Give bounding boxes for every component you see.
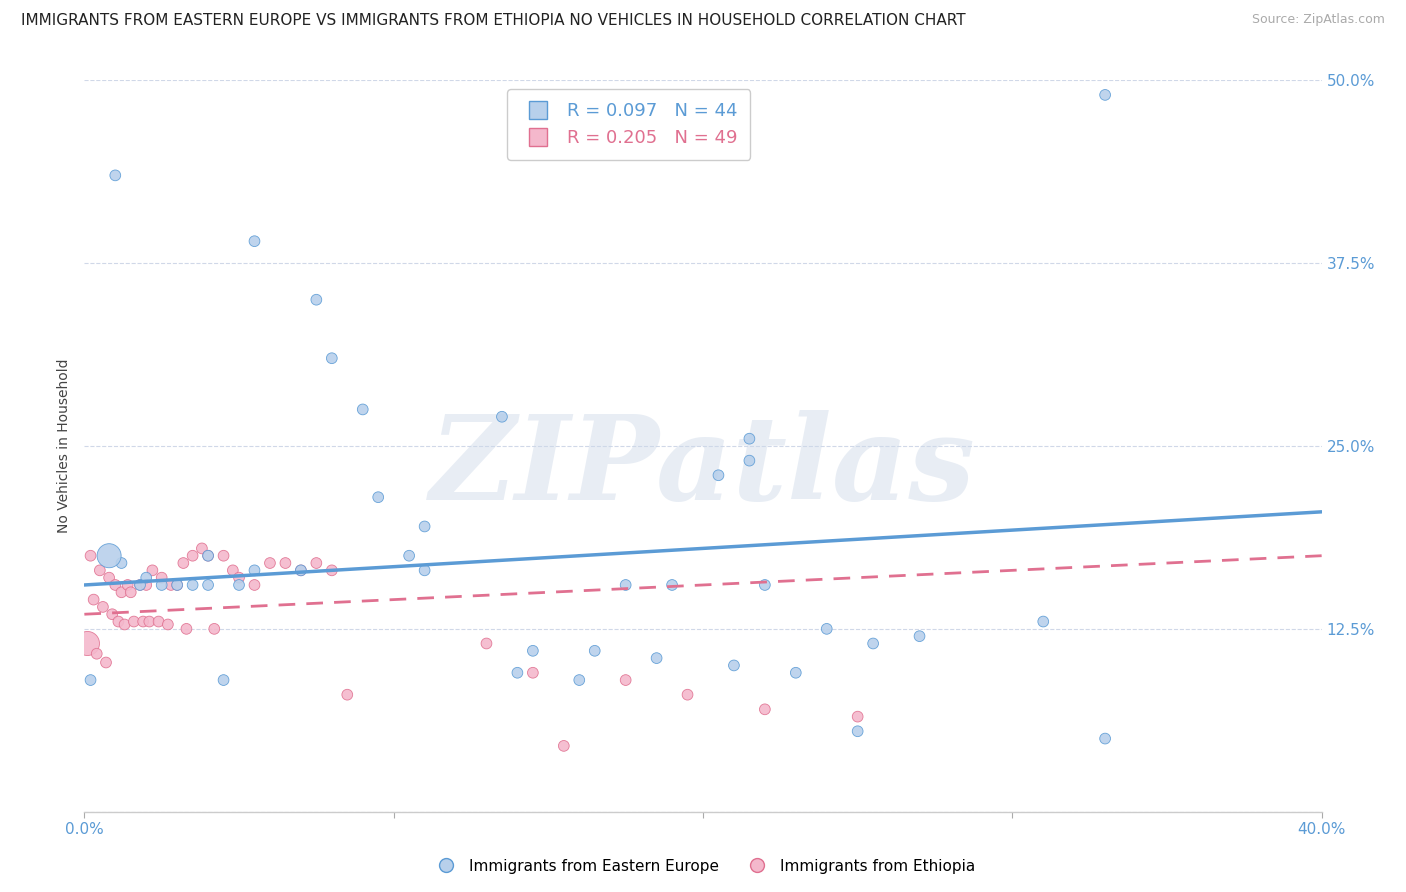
Point <box>212 549 235 563</box>
Point <box>181 549 204 563</box>
Point <box>506 665 529 680</box>
Point <box>367 490 389 504</box>
Text: ZIPatlas: ZIPatlas <box>430 410 976 525</box>
Point <box>228 571 250 585</box>
Point <box>321 563 343 577</box>
Point <box>104 169 127 183</box>
Point <box>150 578 173 592</box>
Point <box>132 615 155 629</box>
Point <box>1094 731 1116 746</box>
Legend: Immigrants from Eastern Europe, Immigrants from Ethiopia: Immigrants from Eastern Europe, Immigran… <box>425 853 981 880</box>
Point <box>110 556 132 570</box>
Point <box>815 622 838 636</box>
Point <box>290 563 312 577</box>
Point <box>86 647 108 661</box>
Point <box>117 578 139 592</box>
Point <box>398 549 420 563</box>
Point <box>197 549 219 563</box>
Point <box>243 578 266 592</box>
Point <box>202 622 225 636</box>
Point <box>321 351 343 366</box>
Point <box>336 688 359 702</box>
Point <box>129 578 152 592</box>
Point <box>107 615 129 629</box>
Legend: R = 0.097   N = 44, R = 0.205   N = 49: R = 0.097 N = 44, R = 0.205 N = 49 <box>508 89 751 160</box>
Point <box>76 636 98 650</box>
Point <box>568 673 591 687</box>
Point <box>166 578 188 592</box>
Point <box>79 549 101 563</box>
Point <box>846 724 869 739</box>
Point <box>98 571 121 585</box>
Point <box>120 585 142 599</box>
Point <box>150 571 173 585</box>
Point <box>114 617 136 632</box>
Point <box>707 468 730 483</box>
Point <box>846 709 869 723</box>
Point <box>738 453 761 467</box>
Point <box>160 578 183 592</box>
Point <box>908 629 931 643</box>
Point <box>754 578 776 592</box>
Y-axis label: No Vehicles in Household: No Vehicles in Household <box>58 359 72 533</box>
Point <box>259 556 281 570</box>
Point <box>98 549 121 563</box>
Point <box>212 673 235 687</box>
Point <box>305 556 328 570</box>
Point <box>129 578 152 592</box>
Point <box>413 563 436 577</box>
Point <box>222 563 245 577</box>
Point <box>491 409 513 424</box>
Point <box>135 578 157 592</box>
Point <box>645 651 668 665</box>
Point <box>197 549 219 563</box>
Point <box>738 432 761 446</box>
Point <box>122 615 145 629</box>
Point <box>79 673 101 687</box>
Point <box>522 644 544 658</box>
Point <box>676 688 699 702</box>
Point <box>352 402 374 417</box>
Point <box>101 607 124 622</box>
Point <box>243 563 266 577</box>
Point <box>83 592 105 607</box>
Point <box>661 578 683 592</box>
Point <box>1094 87 1116 102</box>
Point <box>862 636 884 650</box>
Point <box>305 293 328 307</box>
Point <box>191 541 214 556</box>
Point <box>135 571 157 585</box>
Point <box>104 578 127 592</box>
Point <box>522 665 544 680</box>
Point <box>156 617 179 632</box>
Point <box>197 578 219 592</box>
Point <box>290 563 312 577</box>
Point <box>723 658 745 673</box>
Point <box>94 656 117 670</box>
Point <box>148 615 170 629</box>
Point <box>138 615 160 629</box>
Point <box>553 739 575 753</box>
Point <box>614 578 637 592</box>
Point <box>785 665 807 680</box>
Point <box>614 673 637 687</box>
Point <box>754 702 776 716</box>
Point <box>274 556 297 570</box>
Text: Source: ZipAtlas.com: Source: ZipAtlas.com <box>1251 13 1385 27</box>
Point <box>228 578 250 592</box>
Point <box>91 599 114 614</box>
Point <box>176 622 198 636</box>
Point <box>110 585 132 599</box>
Point <box>166 578 188 592</box>
Point <box>583 644 606 658</box>
Point <box>89 563 111 577</box>
Point <box>413 519 436 533</box>
Point <box>1032 615 1054 629</box>
Point <box>181 578 204 592</box>
Point <box>243 234 266 248</box>
Point <box>141 563 163 577</box>
Point <box>475 636 498 650</box>
Point <box>172 556 194 570</box>
Text: IMMIGRANTS FROM EASTERN EUROPE VS IMMIGRANTS FROM ETHIOPIA NO VEHICLES IN HOUSEH: IMMIGRANTS FROM EASTERN EUROPE VS IMMIGR… <box>21 13 966 29</box>
